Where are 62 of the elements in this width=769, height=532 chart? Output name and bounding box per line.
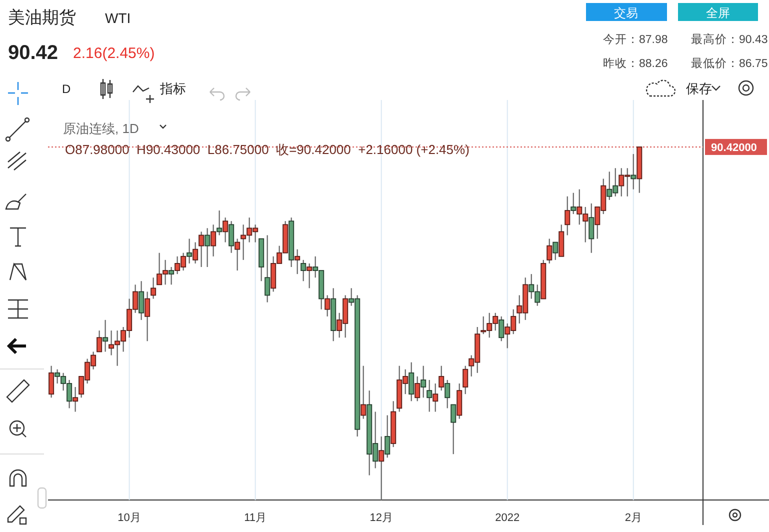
candlestick <box>210 224 216 257</box>
candlestick <box>300 259 306 282</box>
text: 全屏 <box>706 6 730 20</box>
candlestick <box>378 436 384 501</box>
candlestick <box>294 248 300 275</box>
chart-subtitle: WTI <box>105 10 131 26</box>
text: 今开：87.98 <box>603 33 668 46</box>
candlestick <box>462 365 468 395</box>
candlestick <box>570 192 576 215</box>
candlestick <box>48 365 54 398</box>
text: 昨收：88.26 <box>603 57 668 70</box>
candlestick <box>564 196 570 236</box>
text: 指标 <box>159 81 186 96</box>
annotation: O87.98000 H90.43000 L86.75000 收=90.42000 +2.16000 (+2.45%) <box>65 142 470 157</box>
candlestick <box>552 242 558 260</box>
candlestick <box>192 242 198 264</box>
candlestick <box>408 362 414 402</box>
candlestick <box>630 153 636 190</box>
candlestick <box>102 319 108 352</box>
candlestick <box>138 280 144 320</box>
candlestick <box>216 210 222 236</box>
text: 最高价：90.43 <box>691 32 768 46</box>
candlestick <box>144 291 150 342</box>
candlestick <box>72 386 78 412</box>
x-tick-label: 10月 <box>118 512 141 524</box>
text: 90.42 <box>8 42 58 64</box>
text: 原油连续, 1D <box>63 121 139 136</box>
candlestick <box>168 266 174 286</box>
text: 90.42000 <box>711 142 757 154</box>
candlestick <box>384 414 390 458</box>
candlestick <box>450 404 456 455</box>
candlestick <box>150 277 156 300</box>
candlestick <box>420 365 426 398</box>
candlestick <box>444 379 450 409</box>
candlestick <box>204 228 210 268</box>
candlestick <box>438 365 444 392</box>
candlestick <box>426 379 432 412</box>
chart-title: 美油期货 <box>8 8 76 27</box>
text: 最低价：86.75 <box>691 57 768 70</box>
x-tick-label: 2022 <box>495 512 520 524</box>
candlestick <box>546 238 552 264</box>
candlestick <box>414 376 420 402</box>
text: D <box>62 82 71 96</box>
candlestick <box>234 238 240 272</box>
candlestick <box>228 220 234 254</box>
candlestick <box>588 202 594 254</box>
x-tick-label: 11月 <box>244 512 267 524</box>
candlestick <box>306 262 312 289</box>
text: 2.16(2.45%) <box>73 45 155 62</box>
candlestick <box>96 330 102 352</box>
candlestick <box>360 365 366 420</box>
candlestick <box>222 217 228 243</box>
candlestick <box>324 294 330 317</box>
candlestick <box>186 238 192 264</box>
text: 交易 <box>614 6 638 20</box>
candlestick <box>498 316 504 342</box>
x-tick-label: 2月 <box>624 512 642 524</box>
candlestick <box>264 234 270 303</box>
candlestick <box>198 231 204 268</box>
x-tick-label: 12月 <box>370 512 393 524</box>
text: 保存 <box>686 81 712 96</box>
candlestick <box>432 382 438 412</box>
